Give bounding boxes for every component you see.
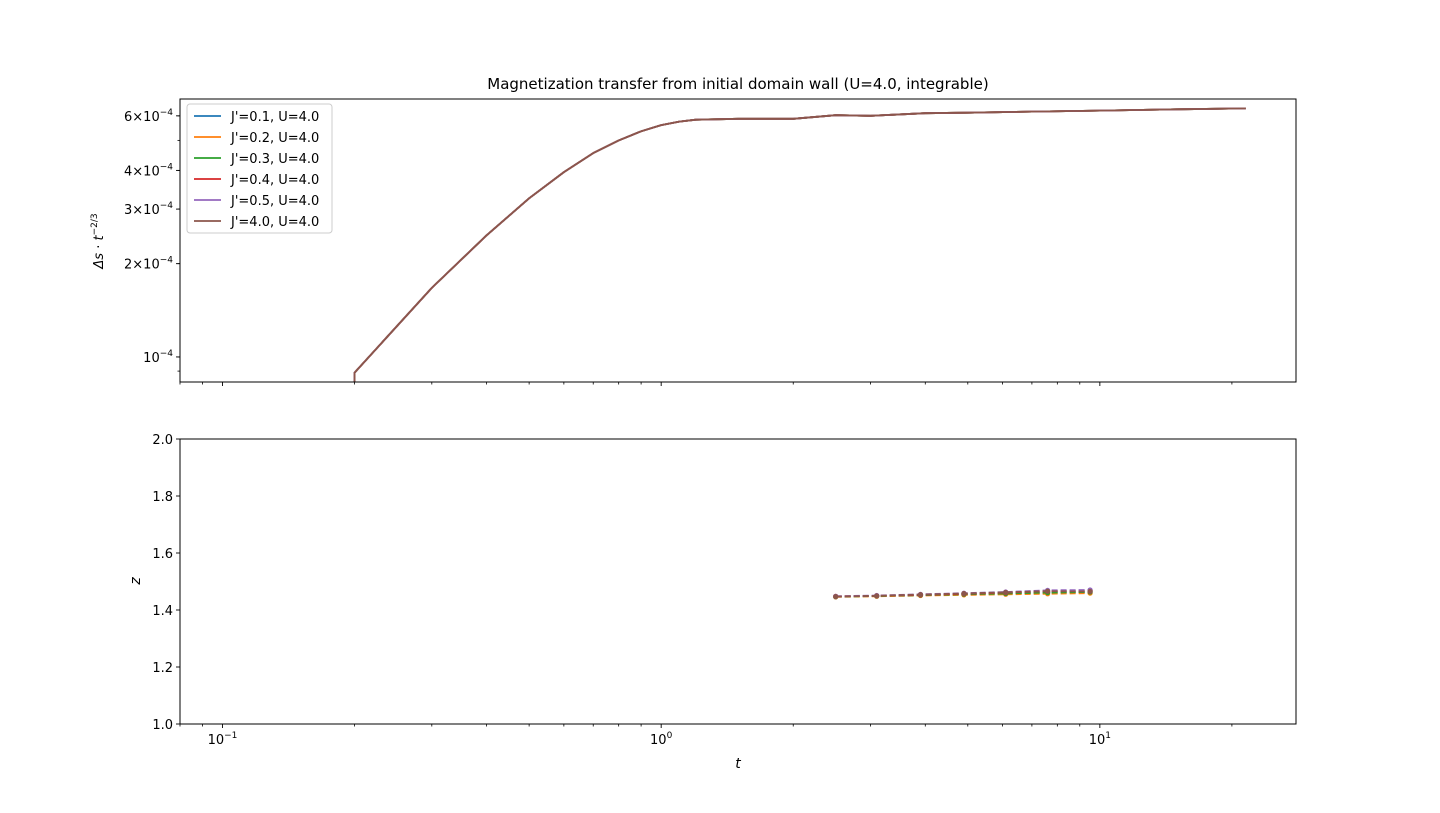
bottom-series-group <box>833 587 1093 600</box>
y-tick-label: 1.4 <box>152 604 173 619</box>
x-tick-label: 101 <box>1089 731 1111 748</box>
z-series-point <box>961 590 967 597</box>
series-line-6 <box>353 107 1246 382</box>
z-series-point <box>1087 588 1093 595</box>
legend-box <box>186 103 333 234</box>
z-series-point <box>1045 588 1051 594</box>
top-chart-title: Magnetization transfer from initial doma… <box>487 75 988 93</box>
top-y-axis-label: Δs · t−2/3 <box>90 213 107 269</box>
legend-label: J'=4.0, U=4.0 <box>230 215 319 230</box>
legend: J'=0.1, U=4.0 J'=0.2, U=4.0 J'=0.3, U=4.0 J… <box>186 103 333 234</box>
y-tick-label: 1.6 <box>152 547 173 562</box>
top-plot-area: 10−4 2×10−4 3×10−4 4×10−4 6×10−4 <box>124 98 1297 386</box>
x-tick-label: 10−1 <box>208 731 238 748</box>
legend-label: J'=0.5, U=4.0 <box>230 194 319 209</box>
bottom-plot-frame <box>179 438 1297 725</box>
bottom-x-axis-label: t <box>735 756 741 772</box>
legend-label: J'=0.2, U=4.0 <box>230 131 319 146</box>
y-tick-label: 1.8 <box>152 490 173 505</box>
y-tick-label: 3×10−4 <box>124 201 173 218</box>
legend-label: J'=0.1, U=4.0 <box>230 110 319 125</box>
y-tick-label: 1.0 <box>152 718 173 733</box>
bottom-y-axis-label: z <box>128 577 144 586</box>
y-tick-label: 2.0 <box>152 433 173 448</box>
x-tick-label: 100 <box>650 731 673 748</box>
z-series-point <box>917 592 924 598</box>
bottom-plot-area: 10−1 100 101 1.0 1.2 1.4 1.6 1.8 2.0 <box>152 433 1297 748</box>
top-plot-frame <box>179 98 1297 383</box>
legend-label: J'=0.3, U=4.0 <box>230 152 319 167</box>
y-tick-label: 4×10−4 <box>124 162 173 179</box>
y-tick-label: 6×10−4 <box>124 108 173 125</box>
y-tick-label: 2×10−4 <box>124 256 173 273</box>
top-series-group <box>353 107 1246 382</box>
y-tick-label: 1.2 <box>152 661 173 676</box>
z-series-point <box>874 593 880 599</box>
legend-label: J'=0.4, U=4.0 <box>230 173 319 188</box>
z-series-point <box>1003 589 1009 595</box>
z-series-point <box>833 594 839 600</box>
y-tick-label: 10−4 <box>143 349 173 366</box>
